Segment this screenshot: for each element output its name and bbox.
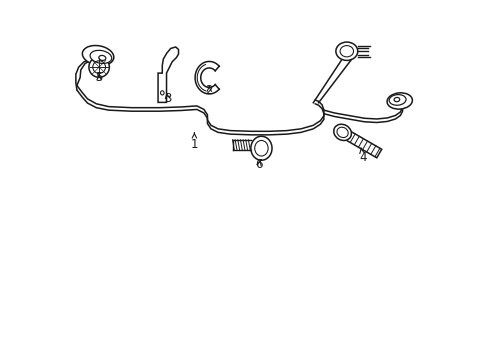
Polygon shape <box>340 128 381 158</box>
Text: 5: 5 <box>95 71 102 84</box>
Ellipse shape <box>335 42 357 60</box>
Ellipse shape <box>340 46 353 57</box>
Ellipse shape <box>333 124 351 140</box>
Ellipse shape <box>336 127 347 138</box>
Text: 2: 2 <box>205 84 213 96</box>
Ellipse shape <box>386 93 411 109</box>
Text: 3: 3 <box>163 93 171 105</box>
Text: 6: 6 <box>255 158 263 171</box>
Polygon shape <box>158 47 178 102</box>
Ellipse shape <box>90 50 112 63</box>
Ellipse shape <box>388 95 405 105</box>
Text: 1: 1 <box>190 132 198 151</box>
Text: 4: 4 <box>358 148 366 163</box>
Ellipse shape <box>250 136 271 160</box>
Ellipse shape <box>254 140 267 156</box>
Ellipse shape <box>89 57 109 77</box>
Ellipse shape <box>82 45 114 66</box>
